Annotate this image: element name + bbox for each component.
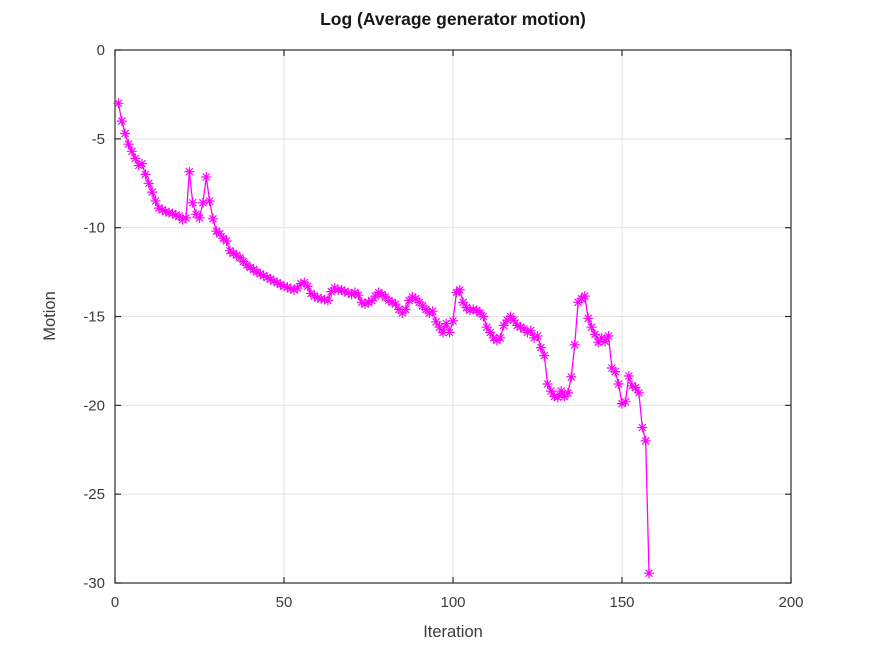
- data-series: [113, 98, 654, 579]
- y-tick-label: -10: [83, 220, 105, 237]
- x-tick-label: 0: [111, 594, 119, 611]
- x-tick-label: 100: [440, 594, 465, 611]
- x-tick-labels: 0 50 100 150 200: [111, 594, 804, 611]
- y-tick-label: -5: [92, 131, 105, 148]
- y-tick-labels: 0 -5 -10 -15 -20 -25 -30: [83, 42, 105, 592]
- y-tick-label: -25: [83, 486, 105, 503]
- y-tick-label: -20: [83, 397, 105, 414]
- x-axis-label: Iteration: [423, 623, 483, 641]
- y-axis-label: Motion: [41, 291, 59, 341]
- series-markers: [113, 98, 654, 579]
- y-tick-label: -15: [83, 309, 105, 326]
- y-tick-label: -30: [83, 575, 105, 592]
- x-tick-label: 200: [778, 594, 803, 611]
- x-tick-label: 150: [609, 594, 634, 611]
- x-tick-label: 50: [276, 594, 293, 611]
- series-line: [117, 103, 650, 574]
- chart-title: Log (Average generator motion): [320, 9, 586, 29]
- tick-marks: [114, 49, 792, 584]
- y-tick-label: 0: [97, 42, 105, 59]
